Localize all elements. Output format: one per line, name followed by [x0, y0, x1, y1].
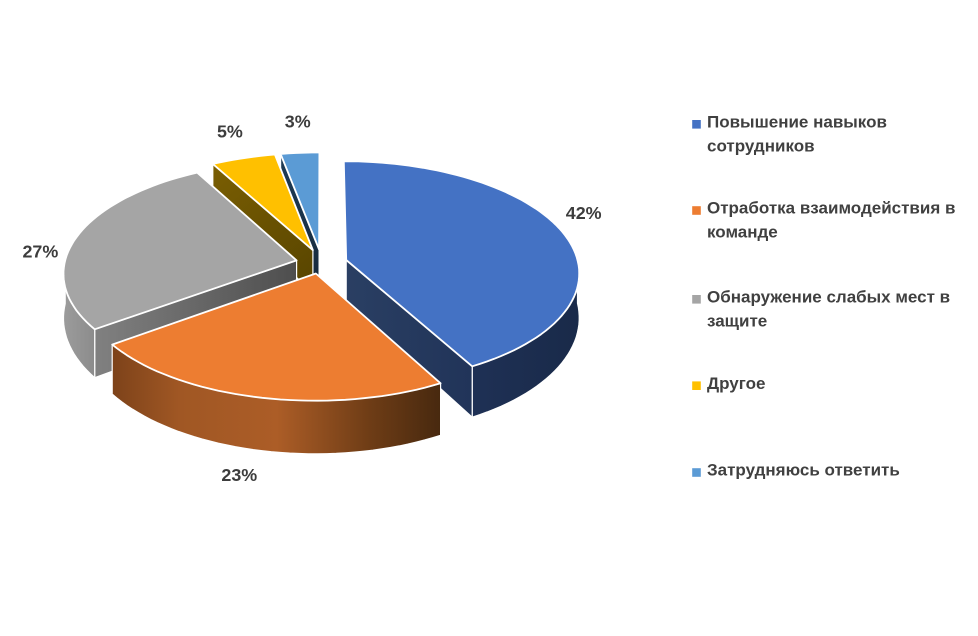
svg-text:команде: команде — [707, 223, 778, 242]
svg-text:Повышение навыков: Повышение навыков — [707, 113, 887, 132]
svg-text:42%: 42% — [566, 203, 602, 223]
svg-text:5%: 5% — [217, 121, 243, 141]
svg-text:защите: защите — [707, 312, 767, 331]
svg-text:Отработка взаимодействия в: Отработка взаимодействия в — [707, 199, 955, 218]
svg-text:3%: 3% — [285, 112, 311, 132]
svg-text:Другое: Другое — [707, 374, 765, 393]
svg-text:Затрудняюсь ответить: Затрудняюсь ответить — [707, 461, 900, 480]
svg-text:23%: 23% — [221, 465, 257, 485]
svg-text:сотрудников: сотрудников — [707, 137, 815, 156]
svg-text:Обнаружение слабых мест в: Обнаружение слабых мест в — [707, 288, 950, 307]
svg-text:27%: 27% — [22, 242, 58, 262]
